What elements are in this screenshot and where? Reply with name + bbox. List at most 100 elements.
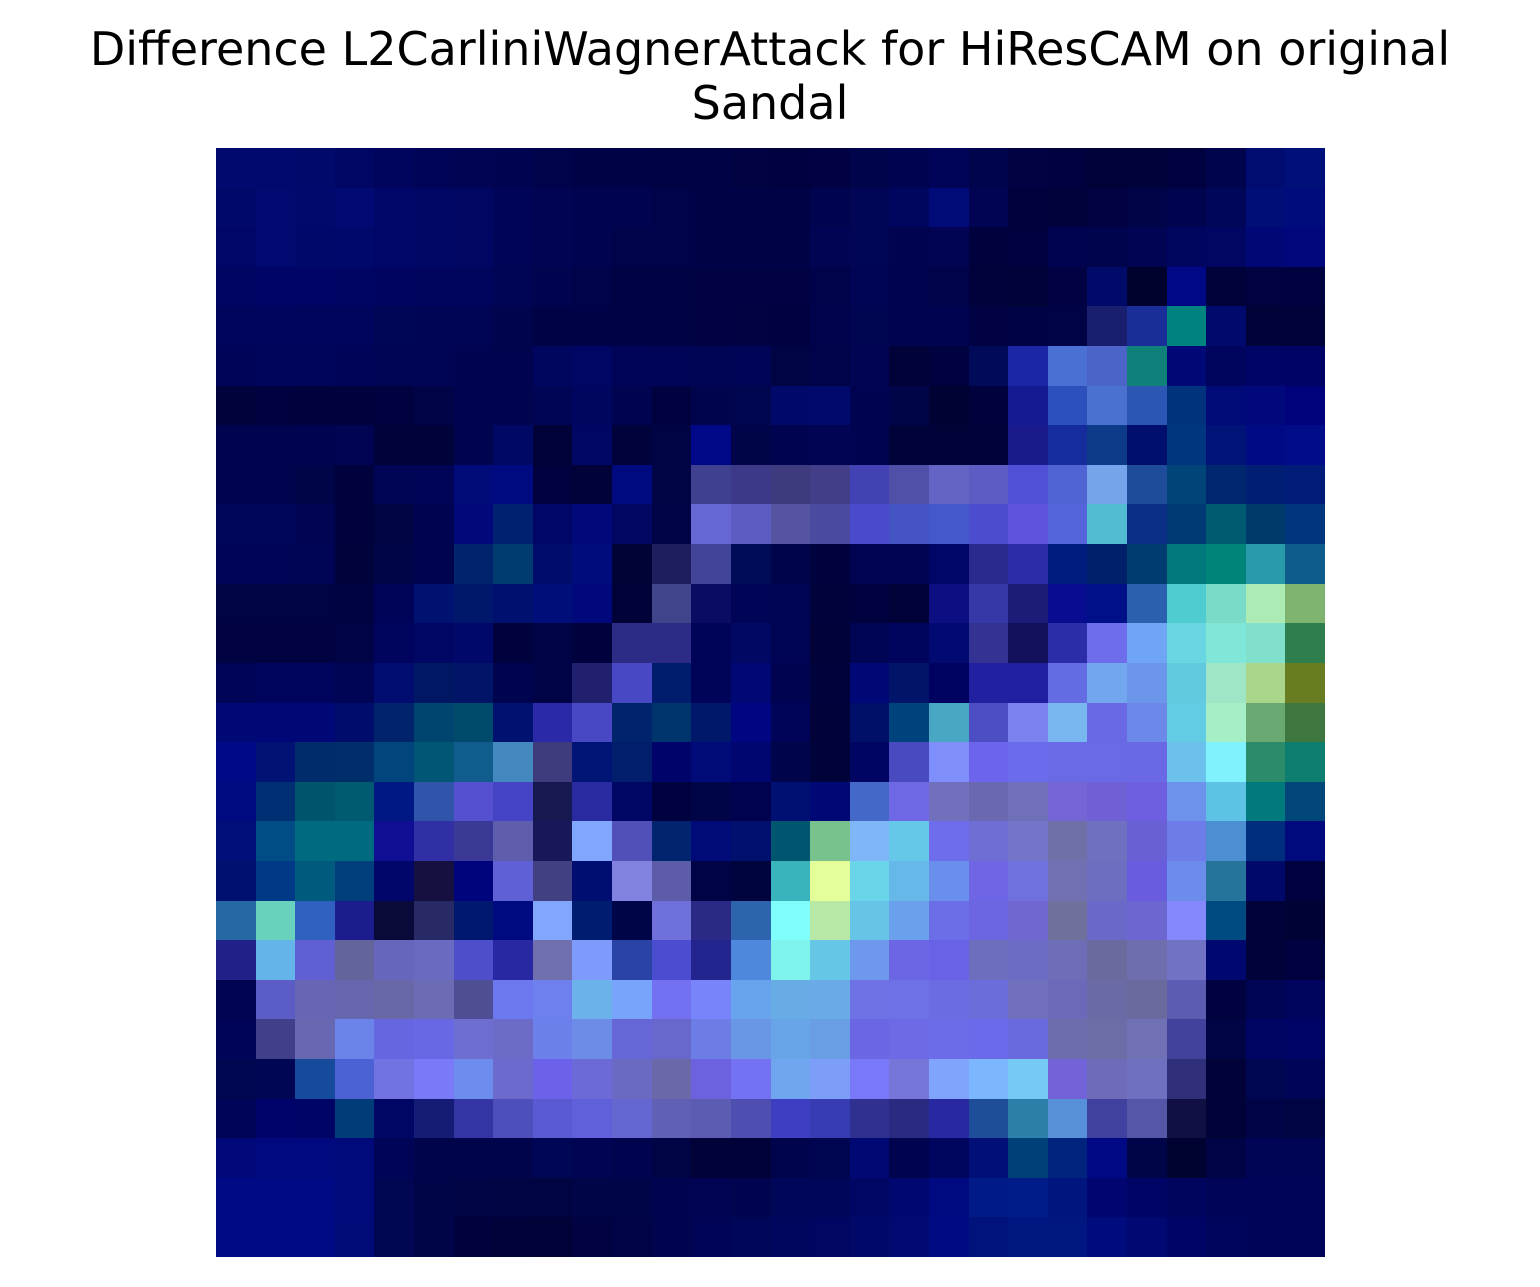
heatmap-cell-r4-c14 (771, 306, 810, 346)
heatmap-cell-r15-c0 (216, 742, 256, 782)
heatmap-cell-r27-c22 (1087, 1217, 1127, 1257)
heatmap-cell-r21-c12 (691, 980, 731, 1019)
heatmap-cell-r3-c19 (969, 267, 1008, 306)
heatmap-cell-r9-c6 (454, 504, 493, 544)
heatmap-cell-r24-c4 (374, 1099, 414, 1138)
heatmap-cell-r1-c24 (1167, 188, 1206, 227)
heatmap-cell-r1-c11 (652, 188, 691, 227)
heatmap-cell-r7-c18 (929, 425, 969, 465)
heatmap-cell-r8-c10 (612, 465, 652, 504)
heatmap-cell-r26-c5 (414, 1178, 454, 1217)
heatmap-cell-r11-c20 (1008, 584, 1048, 623)
heatmap-cell-r18-c13 (731, 861, 771, 901)
heatmap-cell-r1-c16 (850, 188, 889, 227)
heatmap-cell-r21-c24 (1167, 980, 1206, 1019)
heatmap-cell-r22-c27 (1285, 1019, 1325, 1059)
heatmap-cell-r27-c11 (652, 1217, 691, 1257)
heatmap-cell-r1-c19 (969, 188, 1008, 227)
heatmap-cell-r12-c10 (612, 623, 652, 663)
heatmap-cell-r21-c1 (256, 980, 295, 1019)
heatmap-cell-r13-c22 (1087, 663, 1127, 703)
heatmap-cell-r14-c0 (216, 703, 256, 742)
heatmap-cell-r20-c19 (969, 940, 1008, 980)
heatmap-cell-r20-c0 (216, 940, 256, 980)
heatmap-cell-r23-c0 (216, 1059, 256, 1099)
heatmap-cell-r1-c12 (691, 188, 731, 227)
heatmap-cell-r8-c24 (1167, 465, 1206, 504)
heatmap-cell-r11-c5 (414, 584, 454, 623)
heatmap-cell-r6-c24 (1167, 386, 1206, 425)
heatmap-cell-r17-c3 (335, 821, 374, 861)
heatmap-cell-r10-c21 (1048, 544, 1087, 584)
heatmap-cell-r0-c19 (969, 148, 1008, 188)
heatmap-cell-r19-c14 (771, 901, 810, 940)
heatmap-cell-r1-c17 (889, 188, 929, 227)
heatmap-cell-r19-c20 (1008, 901, 1048, 940)
heatmap-cell-r15-c2 (295, 742, 335, 782)
heatmap-cell-r7-c0 (216, 425, 256, 465)
heatmap-cell-r22-c7 (493, 1019, 533, 1059)
heatmap-cell-r24-c8 (533, 1099, 572, 1138)
heatmap-cell-r5-c17 (889, 346, 929, 386)
heatmap-cell-r3-c18 (929, 267, 969, 306)
heatmap-cell-r25-c13 (731, 1138, 771, 1178)
heatmap-cell-r16-c4 (374, 782, 414, 821)
heatmap-cell-r12-c25 (1206, 623, 1246, 663)
heatmap-cell-r27-c20 (1008, 1217, 1048, 1257)
heatmap-cell-r22-c15 (810, 1019, 850, 1059)
heatmap-cell-r21-c4 (374, 980, 414, 1019)
heatmap-cell-r3-c0 (216, 267, 256, 306)
heatmap-cell-r10-c4 (374, 544, 414, 584)
heatmap-cell-r13-c23 (1127, 663, 1167, 703)
heatmap-cell-r8-c1 (256, 465, 295, 504)
heatmap-cell-r6-c25 (1206, 386, 1246, 425)
heatmap-cell-r9-c4 (374, 504, 414, 544)
heatmap-cell-r11-c25 (1206, 584, 1246, 623)
heatmap-cell-r25-c20 (1008, 1138, 1048, 1178)
heatmap-cell-r7-c16 (850, 425, 889, 465)
heatmap-cell-r6-c19 (969, 386, 1008, 425)
heatmap-cell-r18-c12 (691, 861, 731, 901)
heatmap-cell-r15-c13 (731, 742, 771, 782)
heatmap-cell-r7-c1 (256, 425, 295, 465)
heatmap-cell-r7-c9 (572, 425, 612, 465)
heatmap-cell-r8-c27 (1285, 465, 1325, 504)
heatmap-cell-r10-c18 (929, 544, 969, 584)
heatmap-cell-r19-c24 (1167, 901, 1206, 940)
heatmap-cell-r21-c16 (850, 980, 889, 1019)
heatmap-cell-r18-c3 (335, 861, 374, 901)
heatmap-cell-r22-c0 (216, 1019, 256, 1059)
heatmap-cell-r1-c22 (1087, 188, 1127, 227)
heatmap-cell-r25-c1 (256, 1138, 295, 1178)
heatmap-cell-r13-c0 (216, 663, 256, 703)
heatmap-cell-r9-c15 (810, 504, 850, 544)
heatmap-cell-r4-c2 (295, 306, 335, 346)
heatmap-cell-r0-c0 (216, 148, 256, 188)
heatmap-cell-r19-c26 (1246, 901, 1285, 940)
heatmap-cell-r15-c7 (493, 742, 533, 782)
heatmap-cell-r0-c11 (652, 148, 691, 188)
heatmap-cell-r5-c18 (929, 346, 969, 386)
heatmap-cell-r4-c25 (1206, 306, 1246, 346)
heatmap-cell-r26-c10 (612, 1178, 652, 1217)
heatmap-cell-r17-c13 (731, 821, 771, 861)
heatmap-cell-r1-c14 (771, 188, 810, 227)
heatmap-cell-r6-c7 (493, 386, 533, 425)
heatmap-cell-r3-c17 (889, 267, 929, 306)
heatmap-cell-r10-c13 (731, 544, 771, 584)
heatmap-cell-r24-c12 (691, 1099, 731, 1138)
heatmap-cell-r14-c8 (533, 703, 572, 742)
heatmap-cell-r25-c11 (652, 1138, 691, 1178)
heatmap-cell-r6-c12 (691, 386, 731, 425)
heatmap-cell-r9-c11 (652, 504, 691, 544)
heatmap-cell-r8-c19 (969, 465, 1008, 504)
heatmap-cell-r12-c2 (295, 623, 335, 663)
heatmap-cell-r8-c21 (1048, 465, 1087, 504)
heatmap-cell-r5-c22 (1087, 346, 1127, 386)
heatmap-cell-r23-c8 (533, 1059, 572, 1099)
heatmap-cell-r22-c13 (731, 1019, 771, 1059)
heatmap-cell-r18-c8 (533, 861, 572, 901)
heatmap-cell-r26-c22 (1087, 1178, 1127, 1217)
heatmap-cell-r12-c18 (929, 623, 969, 663)
heatmap-cell-r14-c15 (810, 703, 850, 742)
